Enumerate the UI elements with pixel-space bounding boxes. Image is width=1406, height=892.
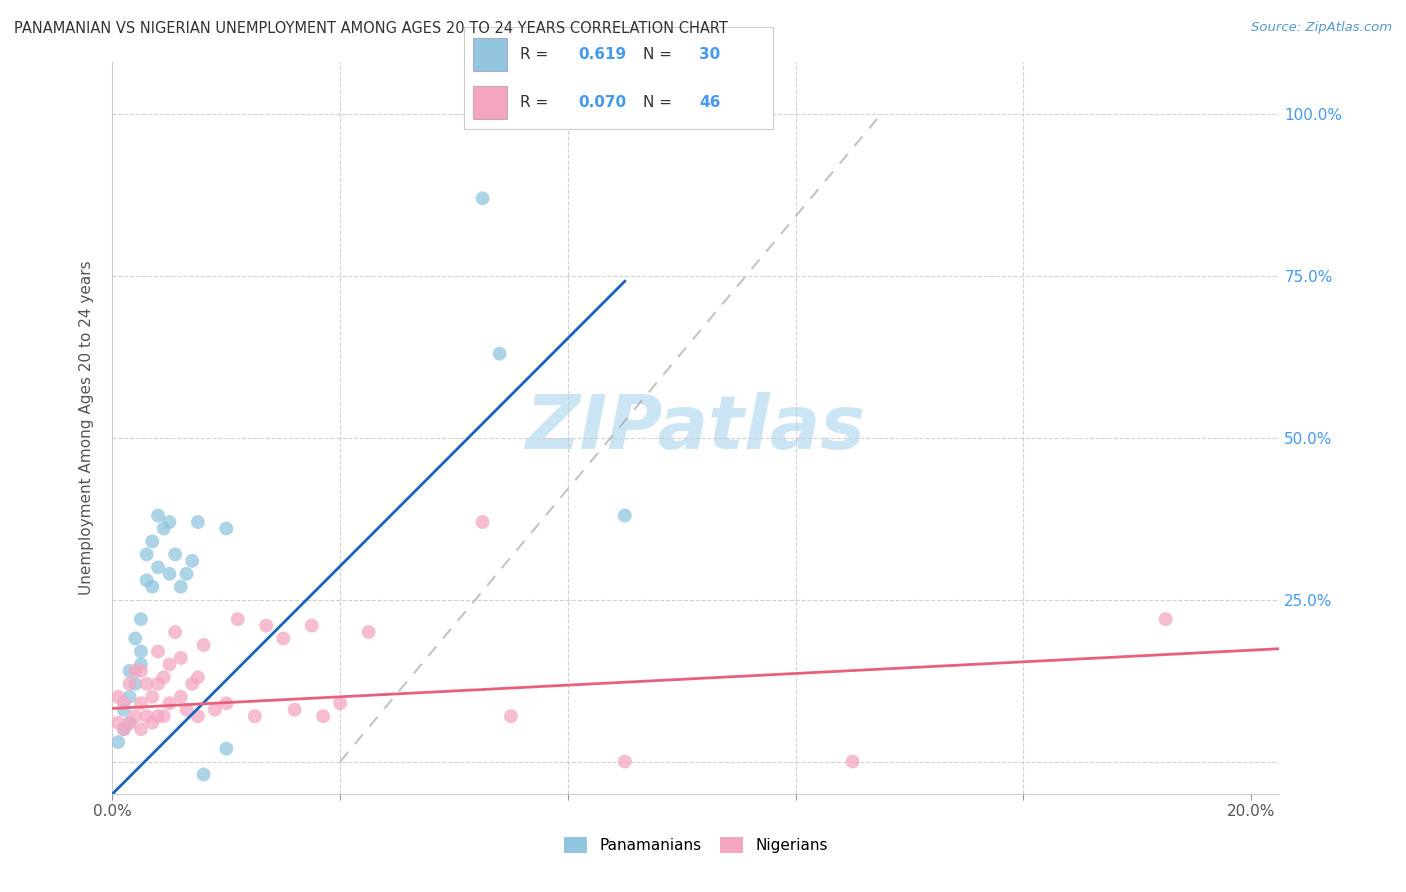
Point bbox=[146, 508, 169, 523]
Point bbox=[112, 722, 135, 736]
Point bbox=[135, 709, 157, 723]
Point bbox=[170, 651, 193, 665]
Point bbox=[271, 632, 294, 646]
Point bbox=[129, 657, 152, 672]
Text: N =: N = bbox=[644, 47, 672, 62]
Point bbox=[146, 560, 169, 574]
Point bbox=[157, 515, 180, 529]
Point bbox=[181, 677, 204, 691]
FancyBboxPatch shape bbox=[474, 87, 508, 119]
Point bbox=[176, 703, 198, 717]
Point bbox=[534, 113, 557, 128]
Point bbox=[1154, 612, 1177, 626]
Point bbox=[488, 347, 510, 361]
Point bbox=[157, 657, 180, 672]
Point bbox=[499, 709, 522, 723]
Point bbox=[165, 548, 187, 562]
Point bbox=[118, 715, 141, 730]
Point bbox=[141, 715, 163, 730]
Point bbox=[254, 618, 277, 632]
Point bbox=[187, 670, 209, 684]
Point bbox=[112, 696, 135, 710]
Point bbox=[141, 580, 163, 594]
Point bbox=[146, 644, 169, 658]
Point bbox=[107, 735, 129, 749]
Point bbox=[146, 677, 169, 691]
Point bbox=[471, 515, 494, 529]
Point bbox=[129, 644, 152, 658]
Point bbox=[312, 709, 335, 723]
Point bbox=[146, 709, 169, 723]
Point bbox=[124, 709, 146, 723]
Point bbox=[181, 554, 204, 568]
Text: 30: 30 bbox=[699, 47, 720, 62]
Y-axis label: Unemployment Among Ages 20 to 24 years: Unemployment Among Ages 20 to 24 years bbox=[79, 260, 94, 596]
Point bbox=[135, 548, 157, 562]
Point bbox=[141, 534, 163, 549]
Point bbox=[357, 625, 380, 640]
Point bbox=[176, 566, 198, 581]
Text: R =: R = bbox=[520, 95, 548, 111]
Point bbox=[129, 722, 152, 736]
FancyBboxPatch shape bbox=[474, 38, 508, 70]
Text: 46: 46 bbox=[699, 95, 720, 111]
Point bbox=[152, 521, 174, 535]
Point bbox=[170, 580, 193, 594]
Point bbox=[157, 696, 180, 710]
Point bbox=[118, 715, 141, 730]
Point bbox=[165, 625, 187, 640]
Point bbox=[107, 715, 129, 730]
Point bbox=[152, 709, 174, 723]
Point bbox=[118, 677, 141, 691]
Point bbox=[112, 722, 135, 736]
Point bbox=[471, 191, 494, 205]
Point bbox=[226, 612, 249, 626]
Text: ZIPatlas: ZIPatlas bbox=[526, 392, 866, 465]
Point bbox=[118, 690, 141, 704]
Text: 0.070: 0.070 bbox=[578, 95, 627, 111]
Text: N =: N = bbox=[644, 95, 672, 111]
Point bbox=[841, 755, 863, 769]
Point bbox=[135, 677, 157, 691]
Point bbox=[124, 664, 146, 678]
Point bbox=[118, 664, 141, 678]
Point bbox=[613, 755, 636, 769]
Point bbox=[170, 690, 193, 704]
Point bbox=[193, 767, 215, 781]
Text: 0.619: 0.619 bbox=[578, 47, 627, 62]
Point bbox=[613, 508, 636, 523]
Point bbox=[141, 690, 163, 704]
Point bbox=[107, 690, 129, 704]
Point bbox=[124, 632, 146, 646]
Legend: Panamanians, Nigerians: Panamanians, Nigerians bbox=[558, 831, 834, 859]
Text: R =: R = bbox=[520, 47, 548, 62]
Point bbox=[215, 741, 238, 756]
Text: Source: ZipAtlas.com: Source: ZipAtlas.com bbox=[1251, 21, 1392, 34]
Point bbox=[243, 709, 266, 723]
Point bbox=[129, 612, 152, 626]
Point bbox=[329, 696, 352, 710]
Point bbox=[135, 574, 157, 588]
Point bbox=[129, 696, 152, 710]
Point bbox=[187, 515, 209, 529]
Point bbox=[215, 521, 238, 535]
Point bbox=[157, 566, 180, 581]
Point bbox=[129, 664, 152, 678]
Point bbox=[215, 696, 238, 710]
Point bbox=[124, 677, 146, 691]
Text: PANAMANIAN VS NIGERIAN UNEMPLOYMENT AMONG AGES 20 TO 24 YEARS CORRELATION CHART: PANAMANIAN VS NIGERIAN UNEMPLOYMENT AMON… bbox=[14, 21, 728, 36]
Point bbox=[204, 703, 226, 717]
Point bbox=[193, 638, 215, 652]
Point bbox=[284, 703, 307, 717]
Point bbox=[187, 709, 209, 723]
Point bbox=[301, 618, 323, 632]
Point bbox=[112, 703, 135, 717]
Point bbox=[152, 670, 174, 684]
